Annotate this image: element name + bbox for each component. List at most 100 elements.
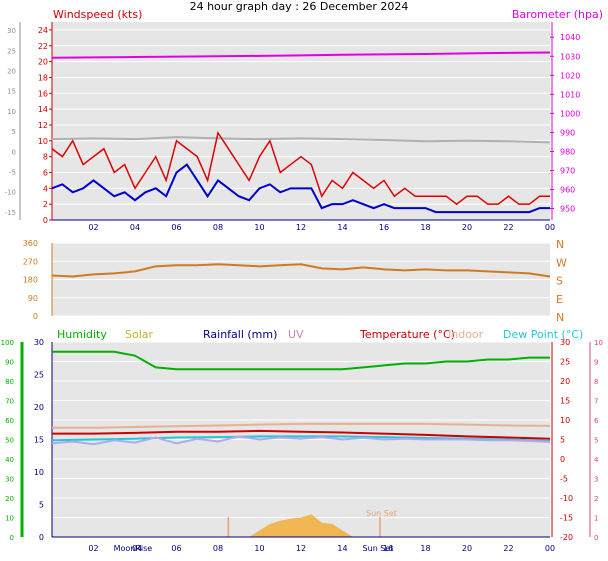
- x-tick: 14: [337, 544, 347, 553]
- direction-y-tick: 360: [23, 239, 38, 248]
- humidity-y-tick: 100: [1, 339, 14, 347]
- wind-y-tick: 12: [38, 121, 48, 130]
- series-temperature-line: [52, 429, 551, 440]
- x-tick: 06: [171, 223, 181, 232]
- x-tick: 18: [420, 544, 430, 553]
- uv-y-tick: 5: [594, 437, 598, 445]
- baro-y-tick: 990: [560, 128, 575, 137]
- baro-y-tick: 1030: [560, 52, 580, 61]
- sun-moon-annotations: Sun Set: [227, 509, 397, 537]
- humidity-y-tick: 90: [5, 359, 14, 367]
- compass-label: E: [556, 293, 563, 306]
- outer-y-tick: 20: [7, 67, 16, 75]
- x-tick: 06: [171, 544, 181, 553]
- x-tick: 16: [383, 544, 393, 553]
- x-tick: 16: [379, 223, 389, 232]
- baro-y-tick: 1040: [560, 33, 580, 42]
- legend-item: Indoor: [448, 328, 484, 341]
- temperature-y-tick: -5: [560, 475, 568, 484]
- temperature-legend: Humidity Solar Rainfall (mm) UV Temperature …: [57, 328, 583, 341]
- outer-y-tick: -10: [5, 189, 16, 197]
- wind-series: [51, 51, 551, 214]
- wind-left-label: Windspeed (kts): [53, 8, 142, 21]
- temperature-panel: Humidity Solar Rainfall (mm) UV Temperature …: [1, 328, 603, 553]
- temperature-y-tick: -20: [560, 533, 573, 542]
- temperature-y-tick: 10: [560, 416, 570, 425]
- x-tick: 12: [296, 544, 306, 553]
- direction-y-tick: 90: [28, 294, 38, 303]
- direction-series: [51, 263, 551, 278]
- wind-y-tick: 8: [43, 153, 48, 162]
- rain-y-tick: 10: [34, 468, 44, 477]
- uv-y-tick: 10: [594, 339, 603, 347]
- rain-y-axis: 30 25 20 15 10 5 0: [34, 338, 53, 542]
- rain-y-tick: 30: [34, 338, 44, 347]
- wind-plot-area: [52, 22, 550, 220]
- outer-y-tick: -15: [5, 209, 16, 217]
- baro-y-tick: 950: [560, 205, 575, 214]
- series-humidity-line: [52, 350, 550, 371]
- wind-y-tick: 0: [43, 216, 48, 225]
- baro-y-axis: 1040 1030 1020 1010 1000 990 980 970 960 950: [550, 22, 580, 220]
- wind-y-tick: 14: [38, 105, 48, 114]
- series-feels-line: [51, 435, 551, 446]
- rain-y-tick: 20: [34, 403, 44, 412]
- outer-y-tick: 30: [7, 27, 16, 35]
- wind-y-tick: 18: [38, 73, 48, 82]
- wind-y-tick: 16: [38, 89, 48, 98]
- wind-y-tick: 24: [38, 26, 48, 35]
- sunset-axis-label: Sun Set: [363, 544, 394, 553]
- rain-y-tick: 5: [39, 501, 44, 510]
- x-tick: 00: [545, 223, 555, 232]
- x-tick: 18: [420, 223, 430, 232]
- baro-y-tick: 970: [560, 167, 575, 176]
- x-tick: 12: [296, 223, 306, 232]
- x-tick: 02: [88, 544, 98, 553]
- compass-label: W: [556, 256, 567, 269]
- direction-y-tick: 270: [23, 257, 38, 266]
- baro-y-tick: 1020: [560, 71, 580, 80]
- humidity-y-tick: 70: [5, 398, 14, 406]
- temperature-y-tick: -10: [560, 494, 573, 503]
- humidity-y-tick: 20: [5, 495, 14, 503]
- page-title: 24 hour graph day : 26 December 2024: [190, 0, 409, 13]
- wind-y-tick: 20: [38, 58, 48, 67]
- baro-y-tick: 960: [560, 186, 575, 195]
- series-direction-line: [51, 263, 551, 278]
- wind-y-tick: 22: [38, 42, 48, 51]
- wind-panel: Windspeed (kts) Barometer (hpa) 24222018…: [5, 8, 603, 232]
- outer-y-tick: 0: [12, 148, 16, 156]
- x-tick: 22: [503, 544, 513, 553]
- humidity-y-tick: 10: [5, 515, 14, 523]
- x-tick: 14: [337, 223, 347, 232]
- wind-y-tick: 10: [38, 137, 48, 146]
- x-tick: 00: [545, 544, 555, 553]
- x-tick: 20: [462, 223, 472, 232]
- rain-y-tick: 15: [34, 436, 44, 445]
- compass-label: N: [556, 311, 564, 324]
- direction-grid: [52, 242, 550, 317]
- temperature-y-tick: 25: [560, 358, 570, 367]
- legend-item: Humidity: [57, 328, 107, 341]
- baro-y-tick: 980: [560, 147, 575, 156]
- series-avg-line: [51, 163, 550, 214]
- legend-item: UV: [288, 328, 304, 341]
- humidity-y-tick: 50: [5, 437, 14, 445]
- sunset-top-label: Sun Set: [366, 509, 397, 518]
- baro-y-tick: 1000: [560, 109, 580, 118]
- temperature-grid: [52, 341, 550, 538]
- temperature-y-tick: 30: [560, 338, 570, 347]
- outer-y-tick: 25: [7, 47, 16, 55]
- temperature-y-tick: 5: [560, 436, 565, 445]
- temperature-y-tick: 20: [560, 377, 570, 386]
- humidity-y-tick: 40: [5, 456, 14, 464]
- baro-y-tick: 1010: [560, 90, 580, 99]
- compass-label: N: [556, 238, 564, 251]
- outer-y-tick: 5: [12, 128, 16, 136]
- series-indoor-line: [52, 422, 551, 429]
- series-solar-area: [249, 514, 353, 537]
